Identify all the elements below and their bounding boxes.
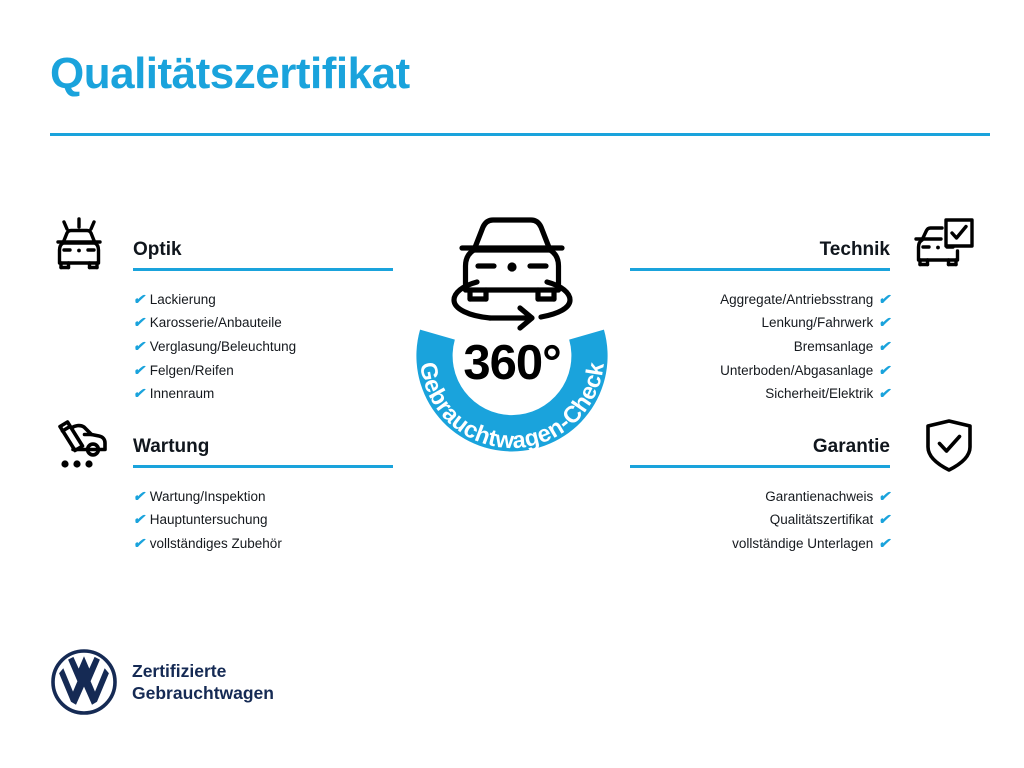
list-item-label: Bremsanlage xyxy=(793,339,874,355)
checklist-wartung: ✔ Wartung/Inspektion ✔ Hauptuntersuchung ✔… xyxy=(133,468,393,556)
list-item: Bremsanlage ✔ xyxy=(630,335,890,359)
section-heading-wartung: Wartung xyxy=(133,436,210,457)
vw-brand-text: Zertifizierte Gebrauchtwagen xyxy=(132,660,274,705)
list-item: Garantienachweis ✔ xyxy=(630,485,890,509)
list-item: ✔ Karosserie/Anbauteile xyxy=(133,311,393,335)
check-icon: ✔ xyxy=(133,361,145,378)
car-checkbox-icon xyxy=(908,212,978,282)
check-icon: ✔ xyxy=(133,535,145,552)
page-title: Qualitätszertifikat xyxy=(50,49,410,98)
checklist-optik: ✔ Lackierung ✔ Karosserie/Anbauteile ✔ Verg… xyxy=(133,271,393,406)
list-item: Lenkung/Fahrwerk ✔ xyxy=(630,311,890,335)
list-item: ✔ Innenraum xyxy=(133,382,393,406)
checklist-garantie: Garantienachweis ✔ Qualitätszertifikat ✔ v… xyxy=(630,468,890,556)
list-item-label: Wartung/Inspektion xyxy=(149,488,266,504)
badge-center-label: 360° xyxy=(463,336,561,390)
list-item-label: vollständige Unterlagen xyxy=(732,536,874,552)
list-item-label: vollständiges Zubehör xyxy=(149,536,282,552)
list-item: Unterboden/Abgasanlage ✔ xyxy=(630,359,890,383)
check-icon: ✔ xyxy=(133,338,145,355)
check-icon: ✔ xyxy=(878,290,890,307)
section-divider-wartung xyxy=(133,464,393,468)
check-icon: ✔ xyxy=(878,314,890,331)
list-item: ✔ Verglasung/Beleuchtung xyxy=(133,335,393,359)
list-item-label: Aggregate/Antriebsstrang xyxy=(720,291,874,307)
section-garantie: Garantie Garantienachweis ✔ Qualitätszert… xyxy=(630,436,890,556)
list-item-label: Sicherheit/Elektrik xyxy=(765,386,874,402)
check-icon: ✔ xyxy=(878,487,890,504)
vw-brand-line1: Zertifizierte xyxy=(132,660,227,681)
car-service-pencil-icon xyxy=(44,409,114,479)
car-front-rotate-icon xyxy=(451,217,573,331)
section-heading-optik: Optik xyxy=(133,239,182,260)
list-item: vollständige Unterlagen ✔ xyxy=(630,532,890,556)
check-icon: ✔ xyxy=(878,338,890,355)
section-technik: Technik Aggregate/Antriebsstrang ✔ Lenkun… xyxy=(630,239,890,406)
list-item: ✔ Hauptuntersuchung xyxy=(133,508,393,532)
check-icon: ✔ xyxy=(133,290,145,307)
vw-logo-icon xyxy=(51,649,117,715)
section-heading-garantie: Garantie xyxy=(812,436,890,457)
section-heading-technik: Technik xyxy=(819,239,890,260)
shield-check-icon xyxy=(914,409,984,479)
list-item: Qualitätszertifikat ✔ xyxy=(630,508,890,532)
list-item-label: Hauptuntersuchung xyxy=(149,512,268,528)
check-icon: ✔ xyxy=(133,385,145,402)
list-item-label: Felgen/Reifen xyxy=(149,362,234,378)
car-shine-icon xyxy=(44,212,114,282)
list-item: Aggregate/Antriebsstrang ✔ xyxy=(630,288,890,312)
list-item-label: Lenkung/Fahrwerk xyxy=(761,315,874,331)
section-optik: Optik ✔ Lackierung ✔ Karosserie/Anbauteile… xyxy=(133,239,393,406)
list-item: ✔ Wartung/Inspektion xyxy=(133,485,393,509)
checklist-technik: Aggregate/Antriebsstrang ✔ Lenkung/Fahrwe… xyxy=(630,271,890,406)
list-item-label: Qualitätszertifikat xyxy=(769,512,874,528)
vw-brand-line2: Gebrauchtwagen xyxy=(132,683,274,703)
section-divider-optik xyxy=(133,267,393,271)
section-divider-technik xyxy=(630,267,890,271)
check-icon: ✔ xyxy=(133,487,145,504)
section-wartung: Wartung ✔ Wartung/Inspektion ✔ Hauptunters… xyxy=(133,436,393,556)
list-item-label: Karosserie/Anbauteile xyxy=(149,315,282,331)
list-item-label: Lackierung xyxy=(149,291,216,307)
check-icon: ✔ xyxy=(878,385,890,402)
title-divider xyxy=(50,133,990,136)
list-item-label: Garantienachweis xyxy=(765,488,874,504)
badge-360-gebrauchtwagen-check: Gebrauchtwagen-Check 360° xyxy=(384,196,640,492)
list-item: Sicherheit/Elektrik ✔ xyxy=(630,382,890,406)
list-item-label: Innenraum xyxy=(149,386,215,402)
list-item: ✔ vollständiges Zubehör xyxy=(133,532,393,556)
list-item-label: Unterboden/Abgasanlage xyxy=(720,362,874,378)
section-divider-garantie xyxy=(630,464,890,468)
check-icon: ✔ xyxy=(878,535,890,552)
badge-ring xyxy=(416,329,608,452)
list-item: ✔ Lackierung xyxy=(133,288,393,312)
check-icon: ✔ xyxy=(878,361,890,378)
vw-brand-lockup: Zertifizierte Gebrauchtwagen xyxy=(50,648,274,716)
check-icon: ✔ xyxy=(133,511,145,528)
list-item-label: Verglasung/Beleuchtung xyxy=(149,339,297,355)
list-item: ✔ Felgen/Reifen xyxy=(133,359,393,383)
check-icon: ✔ xyxy=(878,511,890,528)
check-icon: ✔ xyxy=(133,314,145,331)
